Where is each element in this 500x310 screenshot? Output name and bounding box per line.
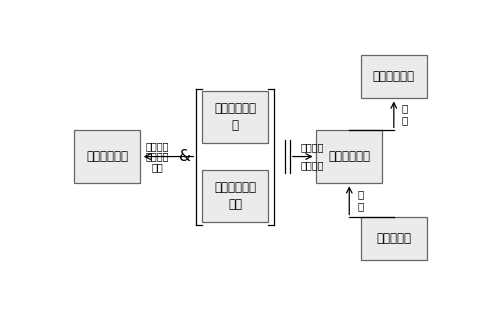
Text: &: &: [178, 149, 190, 164]
Text: 高压室火警: 高压室火警: [376, 232, 412, 246]
Text: 浓度符合: 浓度符合: [146, 152, 169, 162]
Text: 湿度过大: 湿度过大: [300, 143, 324, 153]
FancyBboxPatch shape: [202, 170, 268, 222]
FancyBboxPatch shape: [361, 217, 427, 260]
Text: 故
障: 故 障: [402, 103, 408, 125]
Text: 风机异常告警: 风机异常告警: [373, 70, 415, 83]
FancyBboxPatch shape: [316, 130, 382, 183]
Text: 浓度异常: 浓度异常: [300, 161, 324, 171]
FancyBboxPatch shape: [74, 130, 140, 183]
FancyBboxPatch shape: [202, 91, 268, 144]
Text: 六氟化硫气体
浓度: 六氟化硫气体 浓度: [214, 181, 256, 211]
Text: 关闭排风系统: 关闭排风系统: [86, 150, 128, 163]
Text: 湿度正常: 湿度正常: [146, 141, 169, 151]
Text: 闭
锁: 闭 锁: [357, 189, 363, 211]
Text: 要求: 要求: [152, 162, 164, 172]
Text: 启动排风系统: 启动排风系统: [328, 150, 370, 163]
FancyBboxPatch shape: [361, 55, 427, 98]
Text: 高压室室内湿
度: 高压室室内湿 度: [214, 102, 256, 132]
